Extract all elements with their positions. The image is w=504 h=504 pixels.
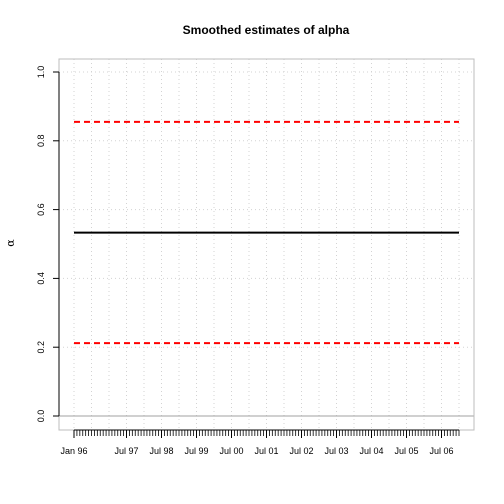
x-axis: Jan 96 Jul 97 Jul 98 Jul 99 Jul 00 Jul 01 Jul … xyxy=(60,429,460,456)
x-tick-label: Jul 05 xyxy=(394,446,418,456)
x-tick-label: Jul 06 xyxy=(429,446,453,456)
grid xyxy=(59,59,474,430)
y-tick-label: 0.6 xyxy=(36,203,46,216)
x-tick-label: Jul 02 xyxy=(289,446,313,456)
chart-title: Smoothed estimates of alpha xyxy=(183,23,350,37)
x-tick-label: Jul 97 xyxy=(114,446,138,456)
x-tick-label: Jan 96 xyxy=(60,446,87,456)
y-tick-label: 0.8 xyxy=(36,135,46,148)
y-axis-label: α xyxy=(4,239,17,247)
x-tick-label: Jul 00 xyxy=(219,446,243,456)
x-tick-label: Jul 03 xyxy=(324,446,348,456)
y-tick-label: 0.0 xyxy=(36,410,46,423)
y-tick-label: 1.0 xyxy=(36,66,46,79)
x-tick-label: Jul 01 xyxy=(254,446,278,456)
x-tick-label: Jul 98 xyxy=(149,446,173,456)
x-tick-label: Jul 99 xyxy=(184,446,208,456)
plot-frame xyxy=(58,58,475,431)
y-tick-label: 0.4 xyxy=(36,272,46,285)
y-tick-label: 0.2 xyxy=(36,341,46,354)
series-lines xyxy=(74,120,459,345)
x-tick-label: Jul 04 xyxy=(359,446,383,456)
y-axis: 0.0 0.2 0.4 0.6 0.8 1.0 xyxy=(36,66,60,423)
